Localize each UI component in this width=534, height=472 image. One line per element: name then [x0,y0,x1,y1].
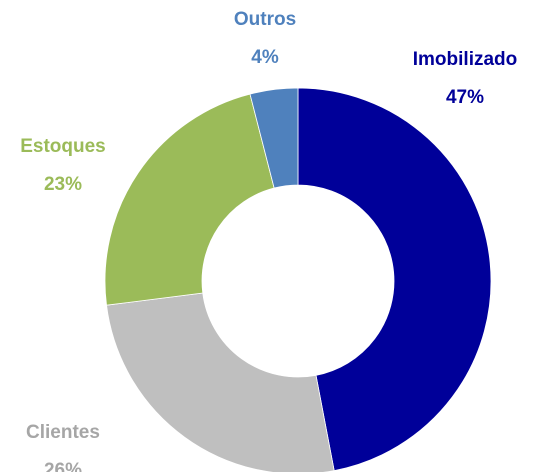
slice-value-label: 23% [44,174,82,195]
slice-value-label: 4% [251,47,279,68]
slice-label: Outros [234,9,296,30]
donut-slice [249,87,299,189]
donut-slice [106,292,335,472]
slice-label: Imobilizado [413,49,518,70]
slice-value-label: 26% [44,460,82,472]
slice-value-label: 47% [446,87,484,108]
slice-label: Estoques [20,136,106,157]
donut-slice [104,93,275,306]
slice-label: Clientes [26,422,100,443]
donut-slice [297,87,492,472]
